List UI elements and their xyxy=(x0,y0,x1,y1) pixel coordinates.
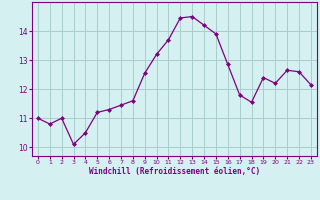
X-axis label: Windchill (Refroidissement éolien,°C): Windchill (Refroidissement éolien,°C) xyxy=(89,167,260,176)
